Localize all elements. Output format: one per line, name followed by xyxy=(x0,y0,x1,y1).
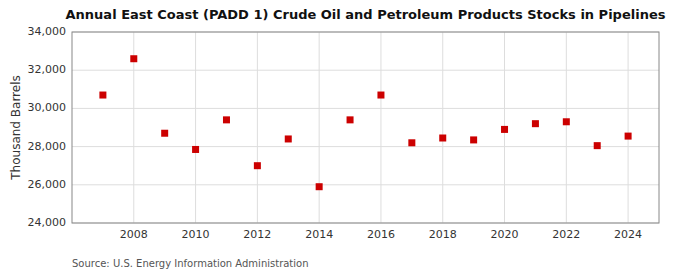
axes: 24,000 26,000 28,000 30,000 32,000 34,000 2008… xyxy=(28,25,643,241)
x-tick-label: 2018 xyxy=(429,228,457,241)
point xyxy=(316,183,323,190)
y-axis-label: Thousand Barrels xyxy=(9,75,23,180)
x-grid-line xyxy=(566,32,567,223)
x-grid-line xyxy=(195,32,196,223)
point xyxy=(254,162,261,169)
y-grid-line xyxy=(72,184,659,185)
points xyxy=(99,55,631,190)
x-tick-label: 2022 xyxy=(552,228,580,241)
point xyxy=(99,92,106,99)
y-grid-line xyxy=(72,108,659,109)
point xyxy=(470,136,477,143)
x-tick-label: 2012 xyxy=(243,228,271,241)
point xyxy=(192,146,199,153)
x-tick-label: 2024 xyxy=(614,228,642,241)
point xyxy=(408,139,415,146)
point xyxy=(563,118,570,125)
point xyxy=(285,135,292,142)
point xyxy=(594,142,601,149)
source-annotation: Source: U.S. Energy Information Administ… xyxy=(72,258,309,269)
point xyxy=(532,120,539,127)
point xyxy=(625,133,632,140)
chart: 24,000 26,000 28,000 30,000 32,000 34,000 2008… xyxy=(0,0,675,275)
x-grid-line xyxy=(380,32,381,223)
x-grid-line xyxy=(319,32,320,223)
point xyxy=(377,92,384,99)
x-grid-line xyxy=(257,32,258,223)
title: Annual East Coast (PADD 1) Crude Oil and… xyxy=(66,7,666,22)
x-tick-label: 2014 xyxy=(305,228,333,241)
y-grid-line xyxy=(72,70,659,71)
y-tick-label: 24,000 xyxy=(28,216,67,229)
point xyxy=(501,126,508,133)
point xyxy=(161,130,168,137)
y-tick-label: 32,000 xyxy=(28,63,67,76)
x-tick-label: 2020 xyxy=(491,228,519,241)
x-tick-label: 2016 xyxy=(367,228,395,241)
plot-frame xyxy=(72,32,659,223)
y-tick-label: 30,000 xyxy=(28,101,67,114)
grid xyxy=(72,32,659,223)
x-grid-line xyxy=(442,32,443,223)
y-tick-label: 28,000 xyxy=(28,140,67,153)
y-tick-label: 34,000 xyxy=(28,25,67,38)
point xyxy=(223,116,230,123)
x-grid-line xyxy=(628,32,629,223)
y-tick-label: 26,000 xyxy=(28,178,67,191)
point xyxy=(347,116,354,123)
y-grid-line xyxy=(72,146,659,147)
point xyxy=(439,135,446,142)
x-tick-label: 2010 xyxy=(182,228,210,241)
x-tick-label: 2008 xyxy=(120,228,148,241)
point xyxy=(130,55,137,62)
